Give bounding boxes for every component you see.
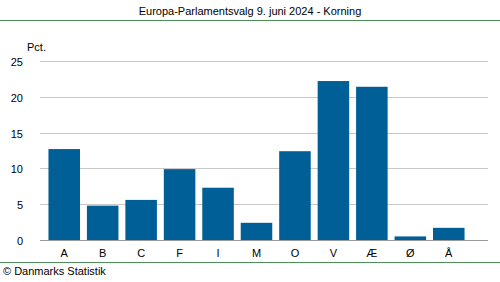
y-tick-label: 10 — [11, 163, 23, 175]
y-tick-label: 5 — [17, 199, 23, 211]
x-tick-label: Ø — [406, 247, 415, 259]
y-axis-label: Pct. — [27, 41, 46, 53]
bar — [202, 188, 234, 240]
bar — [164, 169, 196, 240]
bar — [433, 228, 465, 240]
bar — [318, 81, 350, 240]
bars — [48, 81, 464, 240]
bar — [87, 206, 119, 240]
chart-svg: Europa-Parlamentsvalg 9. juni 2024 - Kor… — [0, 0, 500, 282]
title: Europa-Parlamentsvalg 9. juni 2024 - Kor… — [139, 5, 362, 17]
grid-line — [40, 240, 488, 241]
bar — [241, 223, 273, 240]
grid-line — [40, 133, 488, 134]
y-tick-label: 0 — [17, 235, 23, 247]
x-tick-label: Å — [445, 247, 453, 259]
bar — [395, 236, 427, 240]
x-tick-label: F — [176, 247, 183, 259]
bar — [48, 149, 80, 240]
grid-line — [40, 168, 488, 169]
header-rule — [0, 20, 500, 21]
x-tick-label: C — [137, 247, 145, 259]
bar — [356, 87, 388, 240]
source: © Danmarks Statistik — [3, 265, 106, 277]
grid-line — [40, 97, 488, 98]
bar — [279, 151, 311, 240]
y-tick-label: 25 — [11, 56, 23, 68]
x-axis-line — [40, 240, 488, 241]
x-tick-label: O — [291, 247, 300, 259]
grid-line — [40, 204, 488, 205]
x-tick-label: A — [61, 247, 69, 259]
x-tick-label: M — [252, 247, 261, 259]
chart-container: Europa-Parlamentsvalg 9. juni 2024 - Kor… — [0, 0, 500, 282]
x-tick-label: Æ — [366, 247, 377, 259]
footer-rule — [0, 262, 500, 263]
y-tick-label: 20 — [11, 92, 23, 104]
bar — [125, 200, 157, 240]
x-tick-label: V — [330, 247, 338, 259]
x-tick-label: I — [217, 247, 220, 259]
y-tick-label: 15 — [11, 128, 23, 140]
x-tick-label: B — [99, 247, 106, 259]
grid-line — [40, 61, 488, 62]
